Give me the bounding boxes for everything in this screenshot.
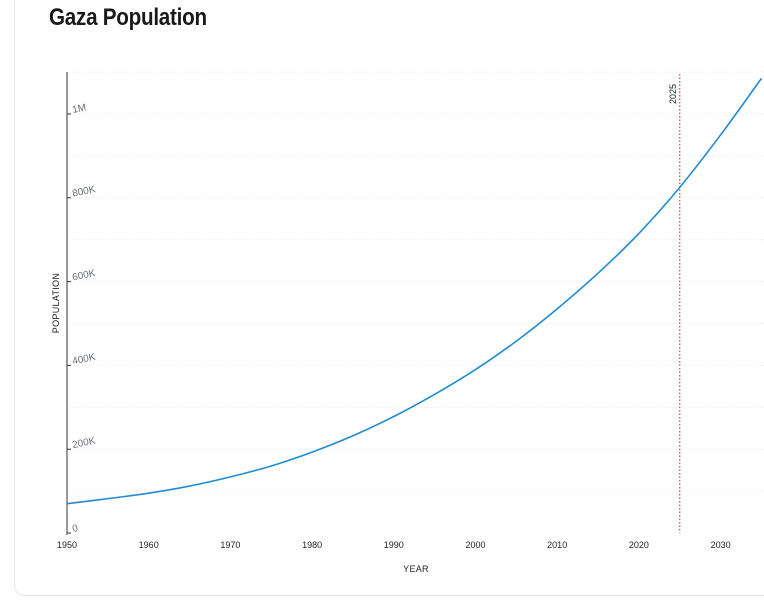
x-axis-ticks: 1950 1960 1970 1980 1990 2000 2010 2020 2030	[57, 540, 731, 550]
x-tick-label: 2010	[547, 540, 567, 550]
y-tick-label: 1M	[71, 102, 87, 116]
x-axis-label: YEAR	[403, 564, 429, 574]
chart-title: Gaza Population	[49, 4, 207, 31]
y-tick-label: 400K	[71, 352, 96, 368]
x-tick-label: 1970	[220, 540, 240, 550]
y-tick-label: 600K	[71, 268, 96, 284]
x-tick-label: 1980	[302, 540, 322, 550]
x-tick-label: 2030	[711, 540, 731, 550]
x-tick-label: 2000	[465, 540, 485, 550]
y-axis-label: POPULATION	[51, 273, 61, 333]
y-axis-ticks: 0 200K 400K 600K 800K 1M	[67, 102, 97, 535]
x-tick-label: 1950	[57, 540, 77, 550]
grid-lines	[67, 71, 764, 492]
series-lines	[66, 77, 763, 505]
x-tick-label: 1960	[139, 540, 159, 550]
y-tick-label: 800K	[71, 184, 96, 200]
vline-label: 2025	[668, 84, 678, 104]
x-tick-label: 2020	[629, 540, 649, 550]
chart-card	[14, 0, 764, 596]
annotations: 2025	[668, 74, 681, 533]
y-tick-label: 0	[71, 523, 79, 535]
population-series-line	[66, 77, 763, 505]
x-tick-label: 1990	[384, 540, 404, 550]
y-tick-label: 200K	[71, 435, 96, 451]
